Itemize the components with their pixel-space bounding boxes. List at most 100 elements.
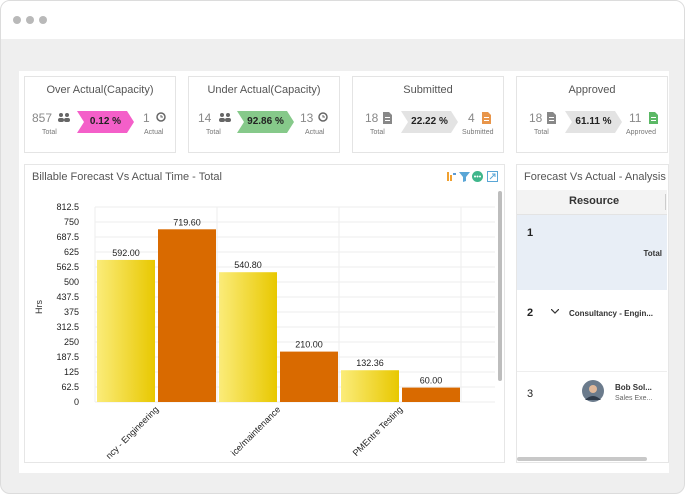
- window-dot[interactable]: [39, 16, 47, 24]
- window-dot[interactable]: [26, 16, 34, 24]
- person-role: Sales Exe...: [615, 395, 653, 402]
- kpi-actual-value: 11: [629, 111, 642, 125]
- document-icon: [482, 112, 491, 124]
- grid-row-total[interactable]: 1 Total: [517, 215, 667, 290]
- column-divider: [665, 194, 666, 210]
- y-tick-label: 187.5: [56, 352, 79, 362]
- kpi-total-label: Total: [534, 129, 549, 136]
- bar[interactable]: [280, 351, 338, 402]
- row-number: 2: [527, 307, 534, 319]
- x-tick-label: PMEntre Testing: [351, 404, 405, 458]
- y-tick-label: 62.5: [61, 382, 79, 392]
- y-tick-label: 687.5: [56, 232, 79, 242]
- bar[interactable]: [341, 370, 399, 402]
- bar[interactable]: [402, 387, 460, 402]
- chevron-down-icon[interactable]: [551, 309, 559, 314]
- kpi-total-label: Total: [370, 129, 385, 136]
- x-tick-label: ice/maintenance: [229, 404, 282, 457]
- kpi-total-value: 18: [529, 111, 543, 125]
- bar[interactable]: [158, 229, 216, 402]
- y-tick-label: 375: [64, 307, 79, 317]
- percent-badge: 61.11 %: [575, 116, 612, 127]
- y-tick-label: 0: [74, 397, 79, 407]
- bar-chart: Hrs 812.5 750 687.5 625 562.5 500 437.5 375 312.…: [34, 202, 495, 461]
- kpi-total-value: 18: [365, 111, 379, 125]
- x-tick-label: ncy - Engineering: [104, 404, 161, 461]
- kpi-title: Under Actual(Capacity): [207, 84, 321, 96]
- percent-badge: 92.86 %: [247, 116, 284, 127]
- grid-row-person[interactable]: 3 Bob Sol... Sales Exe...: [517, 372, 667, 454]
- y-tick-label: 812.5: [56, 202, 79, 212]
- y-tick-label: 562.5: [56, 262, 79, 272]
- avatar: [582, 380, 604, 402]
- y-tick-label: 750: [64, 217, 79, 227]
- data-label: 592.00: [112, 248, 140, 258]
- percent-badge-bg: [77, 111, 134, 133]
- window-dot[interactable]: [13, 16, 21, 24]
- kpi-title: Submitted: [403, 84, 453, 96]
- kpi-total-value: 14: [198, 111, 212, 125]
- y-tick-label: 125: [64, 367, 79, 377]
- kpi-submitted[interactable]: Submitted 18 Total 22.22 % 4 Submitted: [352, 76, 504, 153]
- data-label: 540.80: [234, 260, 262, 270]
- analysis-panel: Forecast Vs Actual - Analysis Resource 1…: [516, 164, 669, 463]
- row-label: Consultancy - Engin...: [569, 309, 654, 318]
- y-tick-label: 312.5: [56, 322, 79, 332]
- percent-badge-bg: [565, 111, 622, 133]
- more-icon[interactable]: [472, 171, 483, 182]
- analysis-panel-title: Forecast Vs Actual - Analysis: [524, 171, 666, 183]
- chart-panel: Billable Forecast Vs Actual Time - Total…: [24, 164, 505, 463]
- y-tick-label: 625: [64, 247, 79, 257]
- grid-row-group[interactable]: 2 Consultancy - Engin...: [517, 291, 667, 372]
- kpi-actual-label: Actual: [144, 129, 164, 136]
- kpi-total-label: Total: [206, 129, 221, 136]
- kpi-over-actual[interactable]: Over Actual(Capacity) 857 Total 0.12 % 1…: [24, 76, 176, 153]
- kpi-total-label: Total: [42, 129, 57, 136]
- chart-panel-title: Billable Forecast Vs Actual Time - Total: [32, 171, 222, 183]
- y-tick-label: 500: [64, 277, 79, 287]
- bar[interactable]: [97, 259, 155, 402]
- filter-icon[interactable]: [459, 171, 470, 182]
- document-icon: [547, 112, 556, 124]
- clock-icon: [156, 112, 166, 122]
- data-label: 210.00: [295, 340, 323, 350]
- y-tick-label: 437.5: [56, 292, 79, 302]
- column-header-resource[interactable]: Resource: [569, 195, 620, 207]
- kpi-actual-label: Submitted: [462, 129, 494, 136]
- horizontal-scrollbar[interactable]: [517, 457, 647, 461]
- percent-badge-bg: [401, 111, 458, 133]
- kpi-approved[interactable]: Approved 18 Total 61.11 % 11 Approved: [516, 76, 668, 153]
- kpi-title: Over Actual(Capacity): [46, 84, 154, 96]
- row-number: 3: [527, 388, 534, 400]
- person-name: Bob Sol...: [615, 383, 652, 392]
- row-number: 1: [527, 227, 534, 239]
- y-tick-label: 250: [64, 337, 79, 347]
- title-bar: [1, 1, 684, 39]
- percent-badge: 22.22 %: [411, 116, 448, 127]
- kpi-actual-value: 4: [468, 111, 475, 125]
- data-label: 60.00: [420, 376, 443, 386]
- sort-icon[interactable]: [446, 171, 457, 182]
- data-label: 132.36: [356, 358, 384, 368]
- document-icon: [383, 112, 392, 124]
- kpi-under-actual[interactable]: Under Actual(Capacity) 14 Total 92.86 % …: [188, 76, 340, 153]
- kpi-total-value: 857: [32, 111, 53, 125]
- bar[interactable]: [219, 272, 277, 402]
- clock-icon: [318, 112, 328, 122]
- chart-scrollbar[interactable]: [498, 191, 502, 381]
- percent-badge-bg: [237, 111, 294, 133]
- dashboard-content: Over Actual(Capacity) 857 Total 0.12 % 1…: [19, 71, 669, 473]
- people-icon: [219, 113, 231, 122]
- data-label: 719.60: [173, 217, 201, 227]
- people-icon: [58, 113, 70, 122]
- document-icon: [649, 112, 658, 124]
- expand-icon[interactable]: [487, 171, 498, 182]
- row-label: Total: [643, 249, 662, 258]
- kpi-actual-value: 13: [300, 111, 314, 125]
- percent-badge: 0.12 %: [89, 116, 122, 127]
- kpi-actual-value: 1: [143, 111, 150, 125]
- kpi-title: Approved: [568, 84, 616, 96]
- kpi-actual-label: Approved: [626, 129, 656, 136]
- grid-header: Resource: [517, 190, 667, 215]
